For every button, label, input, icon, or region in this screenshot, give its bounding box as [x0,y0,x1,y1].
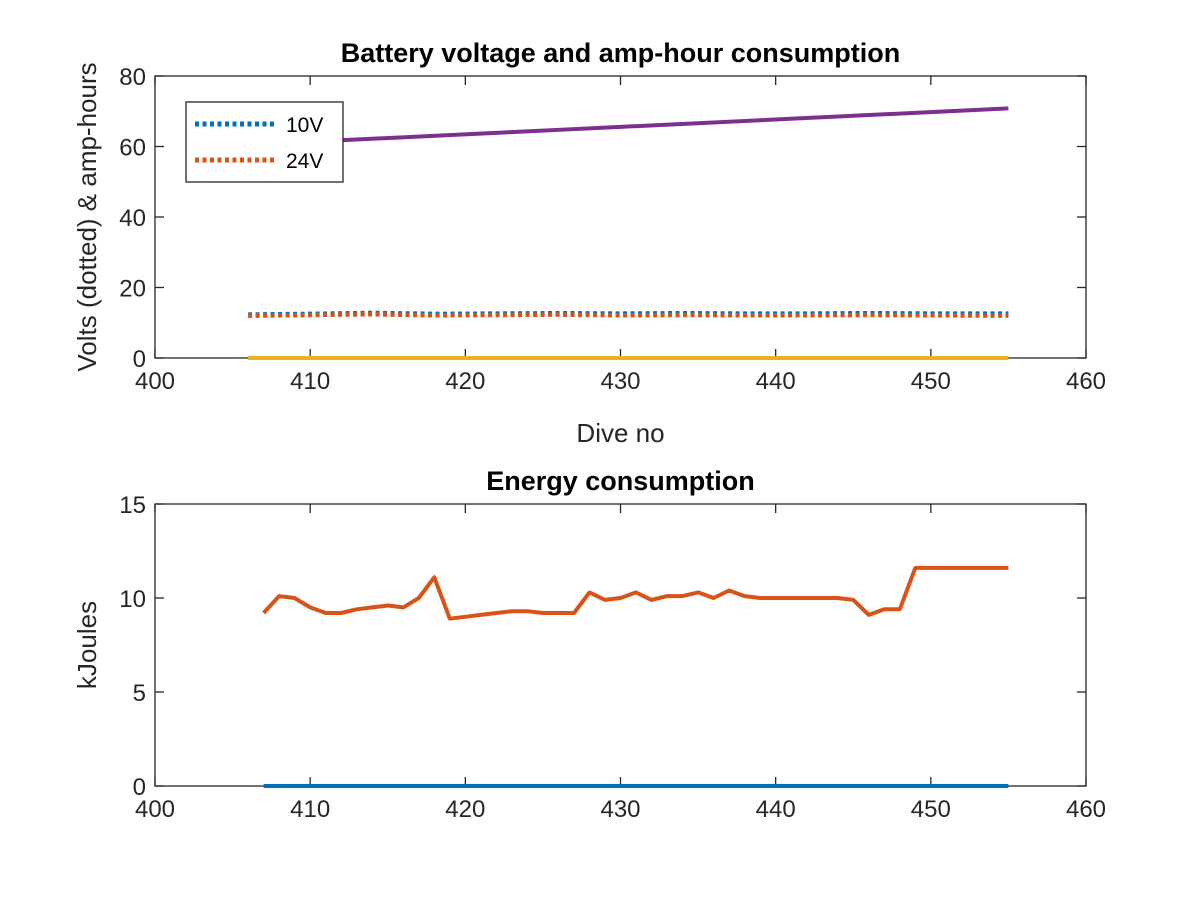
battery-chart-x-tick-label: 440 [756,368,796,395]
battery-chart-series-line-3 [248,106,1009,147]
energy-chart-y-tick-label: 0 [133,774,146,801]
legend-label-10v: 10V [286,114,323,137]
battery-chart-y-tick-label: 20 [119,276,146,303]
battery-chart-x-axis-label: Dive no [576,418,664,448]
legend-label-24v: 24V [286,150,323,173]
battery-chart-x-tick-label: 430 [600,368,640,395]
battery-chart-series [248,106,1009,360]
energy-chart-y-axis-label: kJoules [72,601,102,689]
energy-chart-y-tick-label: 10 [119,586,146,613]
battery-chart-x-tick-label: 410 [290,368,330,395]
battery-chart-y-tick-label: 80 [119,64,146,91]
energy-chart-series [262,565,1009,788]
battery-chart-y-tick-label: 40 [119,205,146,232]
energy-chart-ticks: 400 410 420 430 440 450 460 0 5 10 15 [119,492,1106,823]
energy-chart-x-tick-label: 420 [445,796,485,823]
energy-chart-x-tick-label: 440 [756,796,796,823]
energy-chart-x-tick-label: 430 [600,796,640,823]
legend-box [185,101,344,183]
energy-chart-x-tick-label: 410 [290,796,330,823]
battery-chart-x-tick-label: 450 [911,368,951,395]
battery-chart-title: Battery voltage and amp-hour consumption [341,38,901,68]
battery-chart-x-tick-label: 460 [1066,368,1106,395]
battery-chart-y-tick-label: 0 [133,346,146,373]
battery-chart: Battery voltage and amp-hour consumption… [72,38,1106,448]
battery-chart-x-tick-label: 400 [135,368,175,395]
energy-chart-axes-box [154,503,1087,787]
energy-chart-title: Energy consumption [486,466,755,496]
energy-chart: Energy consumption kJoules 400 410 420 430 4… [72,466,1106,823]
battery-chart-x-tick-label: 420 [445,368,485,395]
energy-chart-y-tick-label: 5 [133,680,146,707]
energy-chart-x-tick-label: 450 [911,796,951,823]
energy-chart-y-tick-label: 15 [119,492,146,519]
energy-chart-x-tick-label: 460 [1066,796,1106,823]
battery-chart-ticks: 400 410 420 430 440 450 460 0 20 40 60 80 [119,64,1106,395]
battery-chart-legend: 10V 24V [185,101,344,183]
battery-chart-y-tick-label: 60 [119,135,146,162]
energy-chart-series-line-1 [262,565,1009,621]
energy-chart-x-tick-label: 400 [135,796,175,823]
battery-chart-y-axis-label: Volts (dotted) & amp-hours [72,62,102,371]
